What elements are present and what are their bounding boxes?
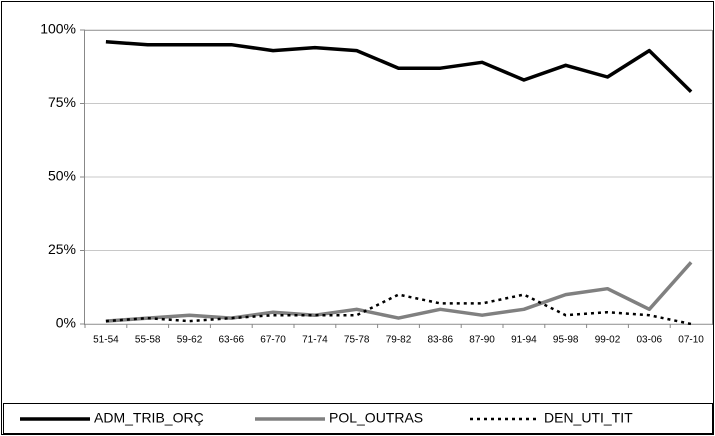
legend-label: ADM_TRIB_ORÇ bbox=[94, 410, 204, 426]
x-tick-label: 91-94 bbox=[511, 335, 537, 346]
x-tick-label: 07-10 bbox=[678, 335, 704, 346]
x-tick-label: 59-62 bbox=[177, 335, 203, 346]
x-tick-label: 67-70 bbox=[260, 335, 286, 346]
series-line bbox=[105, 40, 693, 93]
x-tick-label: 83-86 bbox=[428, 335, 454, 346]
x-tick-label: 71-74 bbox=[302, 335, 328, 346]
y-tick-label: 25% bbox=[48, 241, 76, 257]
legend-box bbox=[3, 403, 713, 434]
y-tick-label: 100% bbox=[40, 21, 76, 37]
x-tick-label: 79-82 bbox=[386, 335, 412, 346]
y-tick-label: 0% bbox=[56, 315, 76, 331]
legend-label: POL_OUTRAS bbox=[329, 410, 423, 426]
series-line bbox=[105, 293, 692, 326]
x-tick-label: 63-66 bbox=[219, 335, 245, 346]
y-tick-label: 75% bbox=[48, 94, 76, 110]
x-tick-label: 87-90 bbox=[469, 335, 495, 346]
series-line bbox=[105, 261, 693, 323]
x-tick-label: 95-98 bbox=[553, 335, 579, 346]
x-tick-label: 03-06 bbox=[637, 335, 663, 346]
x-tick-label: 75-78 bbox=[344, 335, 370, 346]
legend-label: DEN_UTI_TIT bbox=[544, 410, 633, 426]
y-tick-label: 50% bbox=[48, 168, 76, 184]
x-tick-label: 55-58 bbox=[135, 335, 161, 346]
x-tick-label: 51-54 bbox=[93, 335, 119, 346]
x-tick-label: 99-02 bbox=[595, 335, 621, 346]
